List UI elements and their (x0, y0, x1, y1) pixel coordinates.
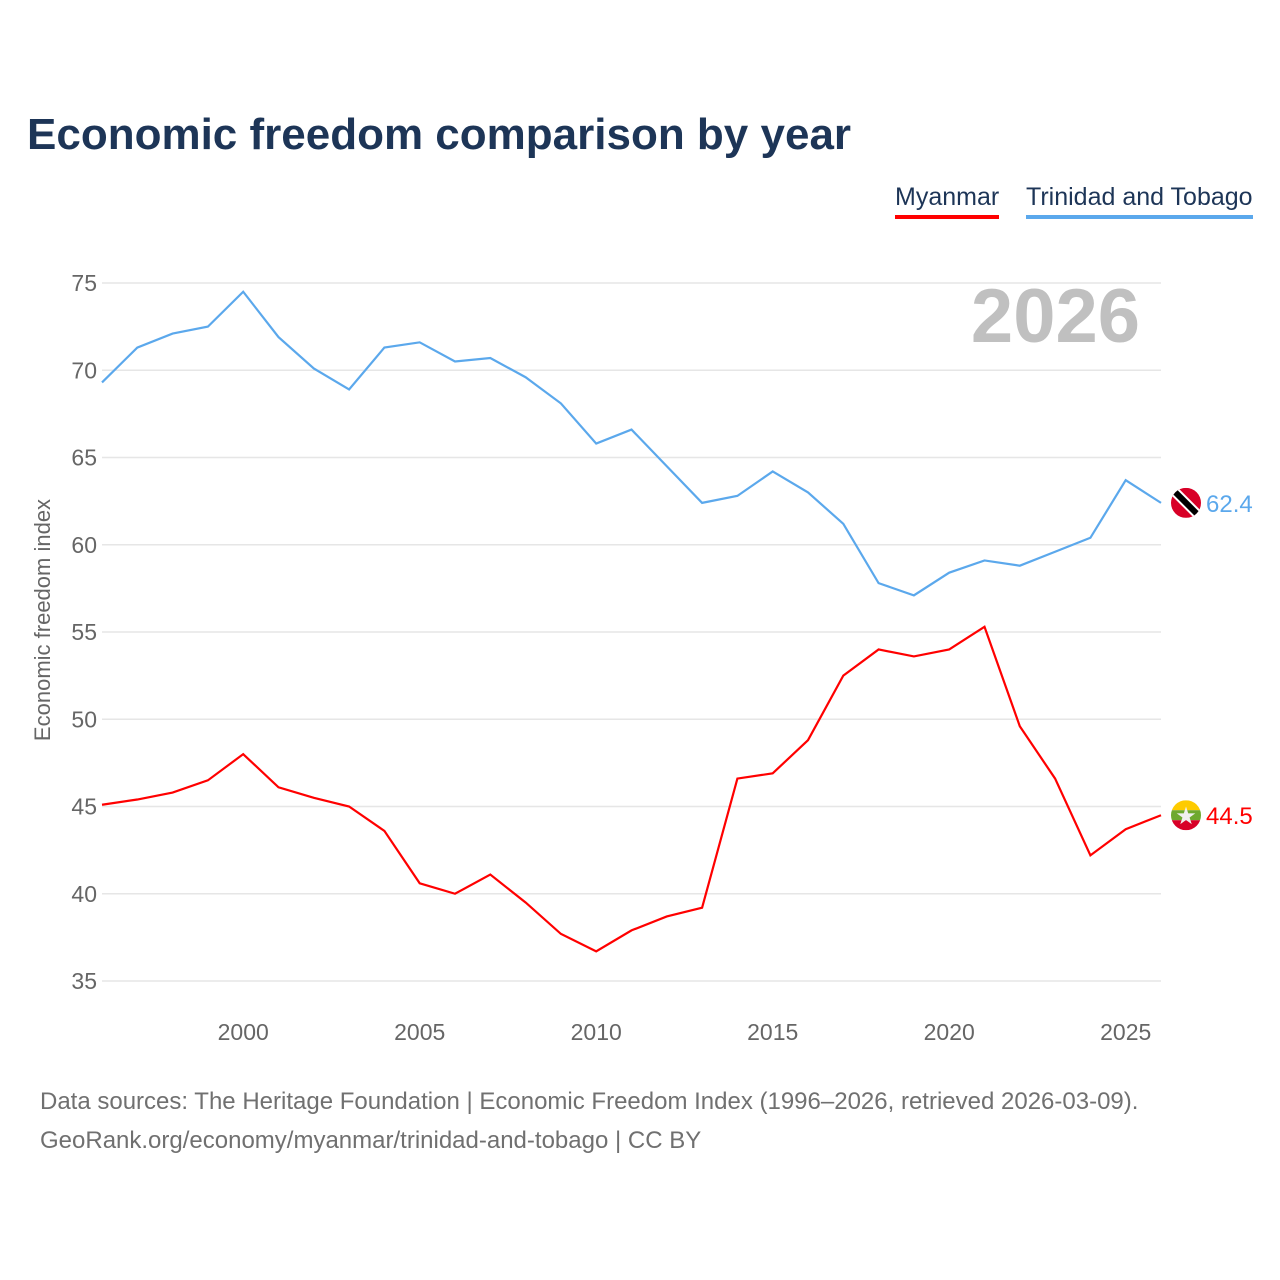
source-line-2[interactable]: GeoRank.org/economy/myanmar/trinidad-and… (40, 1127, 702, 1154)
x-tick-label: 2025 (1100, 1019, 1151, 1045)
y-tick-label: 40 (71, 881, 97, 907)
legend-myanmar[interactable]: Myanmar (895, 183, 1000, 219)
end-value-label: 62.4 (1206, 491, 1253, 518)
x-tick-label: 2010 (571, 1019, 622, 1045)
year-watermark: 2026 (971, 274, 1140, 359)
x-tick-label: 2000 (218, 1019, 269, 1045)
y-tick-label: 75 (71, 270, 97, 296)
svg-text:★: ★ (1175, 803, 1197, 830)
x-tick-label: 2015 (747, 1019, 798, 1045)
trinidad-flag-icon (1171, 487, 1201, 518)
y-tick-label: 60 (71, 532, 97, 558)
myanmar-flag-icon: ★ (1171, 800, 1201, 831)
y-tick-label: 70 (71, 357, 97, 383)
source-line-1: Data sources: The Heritage Foundation | … (40, 1088, 1139, 1115)
y-tick-label: 55 (71, 619, 97, 645)
x-tick-label: 2020 (924, 1019, 975, 1045)
y-tick-label: 35 (71, 968, 97, 994)
y-axis-label: Economic freedom index (30, 499, 55, 741)
chart-title: Economic freedom comparison by year (27, 110, 852, 159)
end-value-label: 44.5 (1206, 803, 1253, 830)
x-tick-label: 2005 (394, 1019, 445, 1045)
y-tick-label: 50 (71, 706, 97, 732)
y-tick-label: 65 (71, 445, 97, 471)
legend-trinidad[interactable]: Trinidad and Tobago (1026, 183, 1253, 219)
series-line-myanmar (101, 625, 1162, 953)
series-line-trinidad (101, 290, 1162, 597)
y-tick-label: 45 (71, 794, 97, 820)
